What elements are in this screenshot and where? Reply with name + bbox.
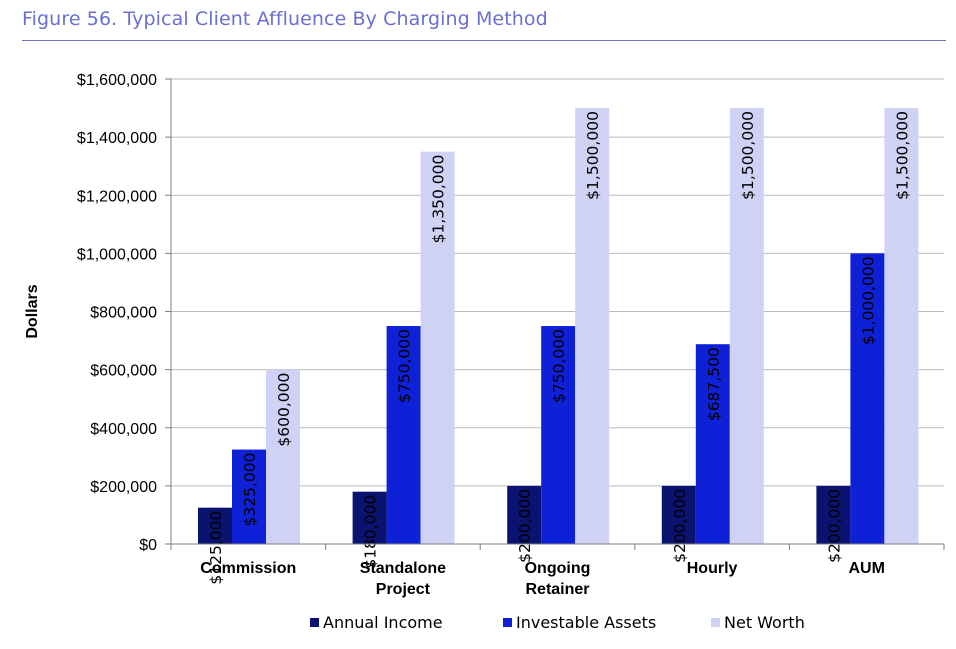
bar-net-worth [575,108,610,544]
data-label: $200,000 [516,489,534,563]
data-label: $325,000 [241,453,259,527]
data-label: $687,500 [705,347,723,421]
y-tick-label: $1,400,000 [77,130,157,147]
bar-net-worth [420,151,455,544]
legend-swatch [310,618,319,627]
y-tick-label: $0 [139,537,157,554]
bar-annual-income [816,485,851,544]
y-tick-label: $400,000 [90,421,157,438]
data-label: $180,000 [362,495,380,569]
bar-investable-assets [541,326,576,544]
category-label: Ongoing [525,560,591,577]
y-tick-label: $600,000 [90,363,157,380]
bar-annual-income [661,485,696,544]
bar-investable-assets [232,449,266,544]
y-tick-label: $200,000 [90,479,157,496]
y-tick-label: $800,000 [90,305,157,322]
bar-investable-assets [695,344,730,544]
data-label: $1,500,000 [584,111,602,200]
data-label: $125,000 [207,511,225,585]
y-axis-title: Dollars [24,284,41,338]
legend-swatch [503,618,512,627]
bar-net-worth [266,369,300,544]
legend-swatch [711,618,720,627]
data-label: $1,000,000 [859,256,877,345]
bar-net-worth [884,108,919,544]
y-tick-label: $1,000,000 [77,246,157,263]
category-label: Retainer [525,581,589,598]
category-label: Hourly [687,560,738,577]
data-label: $600,000 [275,373,293,447]
legend-label: Net Worth [724,613,805,632]
category-label: Commission [200,560,296,577]
bar-investable-assets [386,326,421,544]
category-label: Project [376,581,431,598]
bar-annual-income [352,491,387,544]
category-label: Standalone [360,560,446,577]
data-label: $750,000 [396,329,414,403]
data-label: $1,350,000 [430,155,448,244]
data-label: $1,500,000 [893,111,911,200]
category-label: AUM [848,560,884,577]
y-tick-label: $1,600,000 [77,72,157,89]
data-label: $200,000 [671,489,689,563]
bar-investable-assets [850,253,885,544]
title-rule [22,40,946,41]
y-tick-label: $1,200,000 [77,188,157,205]
data-label: $750,000 [550,329,568,403]
data-label: $1,500,000 [739,111,757,200]
bar-net-worth [729,108,764,544]
legend-label: Annual Income [323,613,443,632]
bar-annual-income [507,485,542,544]
bar-annual-income [198,507,232,544]
data-label: $200,000 [825,489,843,563]
chart-title: Figure 56. Typical Client Affluence By C… [22,8,548,30]
legend-label: Investable Assets [516,613,656,632]
